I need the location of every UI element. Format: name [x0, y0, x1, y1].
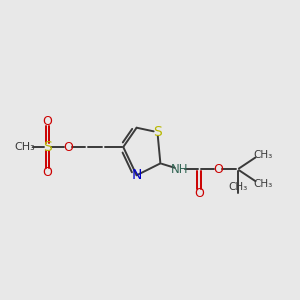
Text: NH: NH — [171, 163, 188, 176]
Text: O: O — [43, 166, 52, 179]
Text: CH₃: CH₃ — [15, 142, 35, 152]
Text: CH₃: CH₃ — [253, 150, 273, 160]
Text: S: S — [153, 125, 162, 139]
Text: O: O — [213, 163, 223, 176]
Text: O: O — [194, 187, 204, 200]
Text: O: O — [43, 115, 52, 128]
Text: O: O — [63, 140, 73, 154]
Text: CH₃: CH₃ — [253, 178, 273, 189]
Text: S: S — [43, 140, 52, 154]
Text: N: N — [131, 168, 142, 182]
Text: CH₃: CH₃ — [228, 182, 247, 192]
